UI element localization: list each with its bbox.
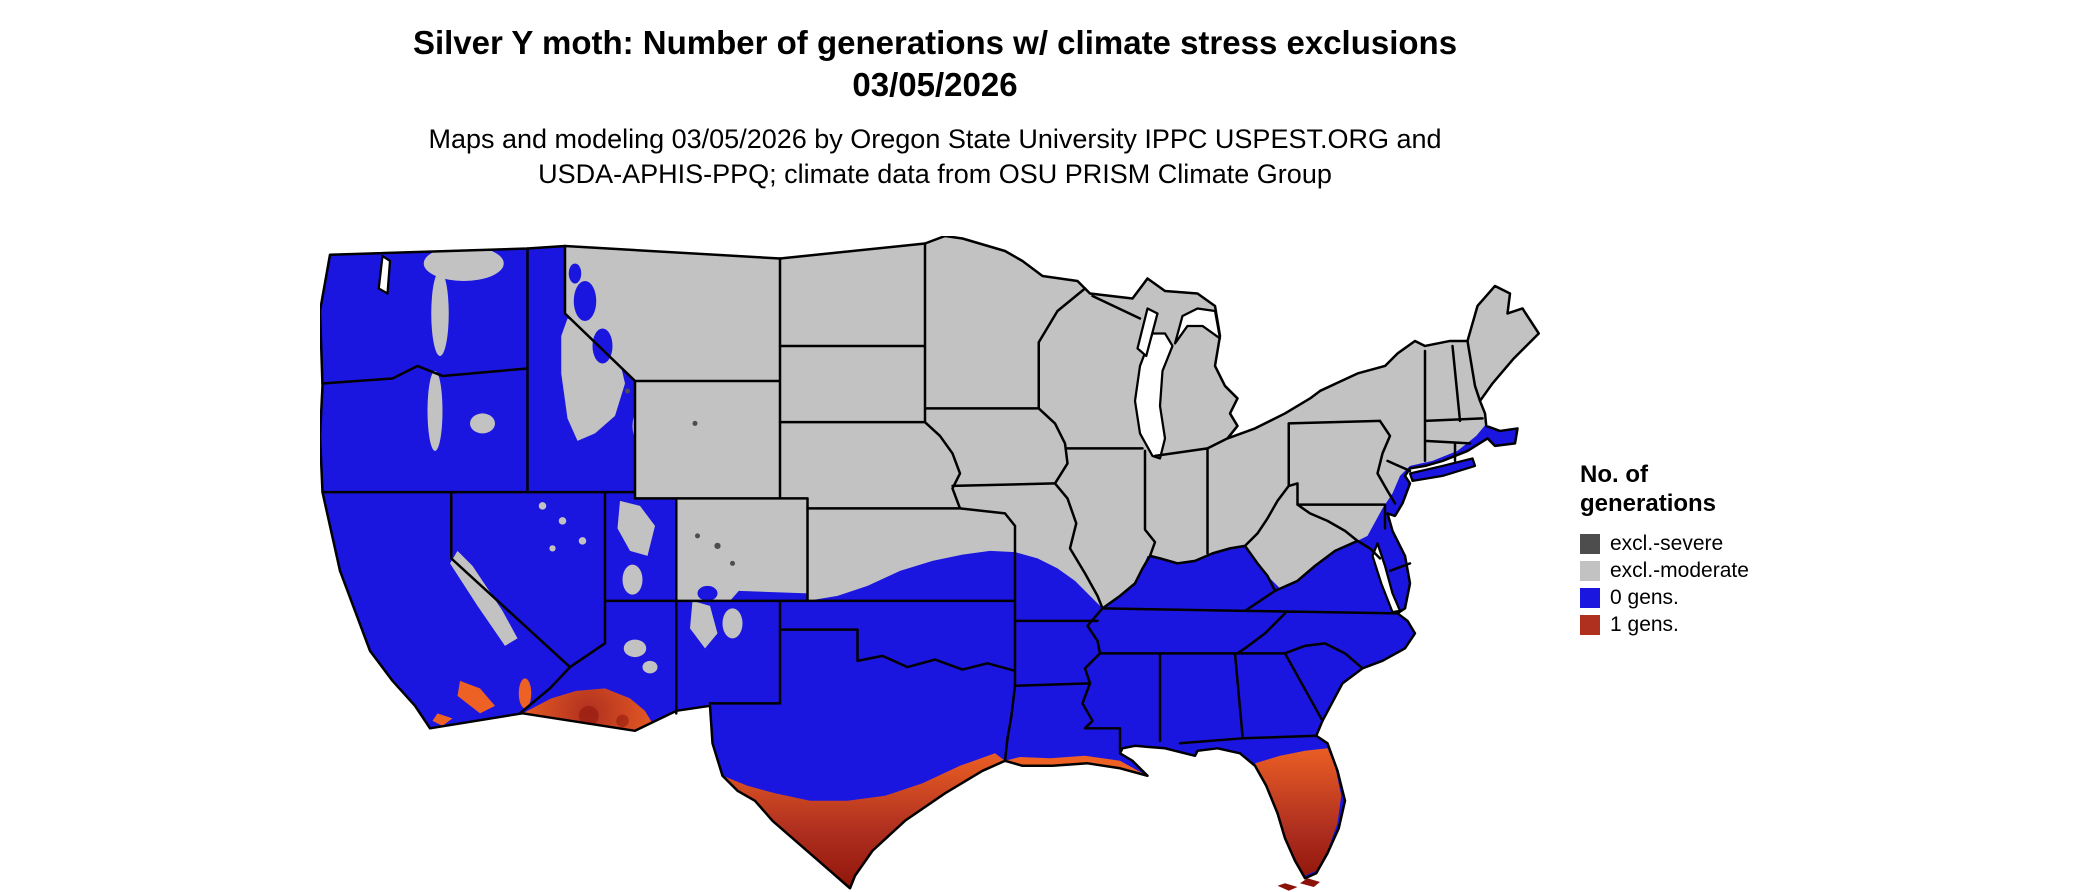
legend-label-excl-moderate: excl.-moderate [1610, 558, 1749, 582]
region-one-generation-south-texas [722, 753, 1005, 889]
region-excluded-moderate-mountain-patches [423, 245, 1140, 674]
region-one-generation-louisiana-coast [1005, 755, 1145, 775]
lakes [377, 254, 1402, 614]
page-title-date: 03/05/2026 [852, 66, 1018, 103]
legend-item-one-gen: 1 gens. [1580, 611, 1880, 638]
state-borders-central [708, 242, 1099, 763]
map-title-block: Silver Y moth: Number of generations w/ … [0, 22, 1870, 106]
legend-swatch-excl-moderate [1580, 560, 1600, 581]
legend-rows: excl.-severe excl.-moderate 0 gens. 1 ge… [1580, 530, 1880, 638]
us-map-svg [318, 234, 1540, 891]
legend-item-excl-severe: excl.-severe [1580, 530, 1880, 557]
page-title: Silver Y moth: Number of generations w/ … [412, 24, 1458, 61]
map-legend: No. of generations excl.-severe excl.-mo… [1580, 460, 1880, 638]
subtitle-credits: Maps and modeling 03/05/2026 by Oregon S… [428, 124, 1442, 154]
legend-swatch-one-gen [1580, 614, 1600, 635]
legend-title-line2: generations [1580, 490, 1717, 517]
legend-item-excl-moderate: excl.-moderate [1580, 557, 1880, 584]
state-borders-east [1037, 287, 1412, 745]
region-one-generation-florida [1255, 748, 1342, 876]
legend-label-zero-gens: 0 gens. [1610, 585, 1679, 609]
puget-sound [377, 254, 392, 295]
region-zero-generations-valley-patches [568, 263, 808, 601]
map-subtitle-block: Maps and modeling 03/05/2026 by Oregon S… [0, 122, 1870, 192]
state-borders-west [321, 244, 1017, 715]
legend-swatch-zero-gens [1580, 587, 1600, 608]
long-island [1408, 457, 1477, 483]
legend-label-excl-severe: excl.-severe [1610, 531, 1724, 555]
state-borders-northeast [1423, 339, 1484, 463]
legend-title-line1: No. of [1580, 461, 1648, 488]
subtitle-data-source: USDA-APHIS-PPQ; climate data from OSU PR… [538, 159, 1332, 189]
region-one-generation-southern-california [432, 678, 532, 726]
region-excluded-severe-dots [625, 388, 735, 566]
legend-swatch-excl-severe [1580, 533, 1600, 554]
raster-fill-layer [320, 236, 1539, 889]
arizona-dark-red-spots [578, 705, 629, 728]
lake-michigan [1133, 332, 1174, 460]
legend-item-zero-gens: 0 gens. [1580, 584, 1880, 611]
legend-label-one-gen: 1 gens. [1610, 612, 1679, 636]
green-bay [1136, 307, 1159, 358]
chesapeake-bay [1371, 542, 1402, 614]
us-generation-map [318, 234, 1545, 892]
florida-keys [1277, 878, 1320, 891]
